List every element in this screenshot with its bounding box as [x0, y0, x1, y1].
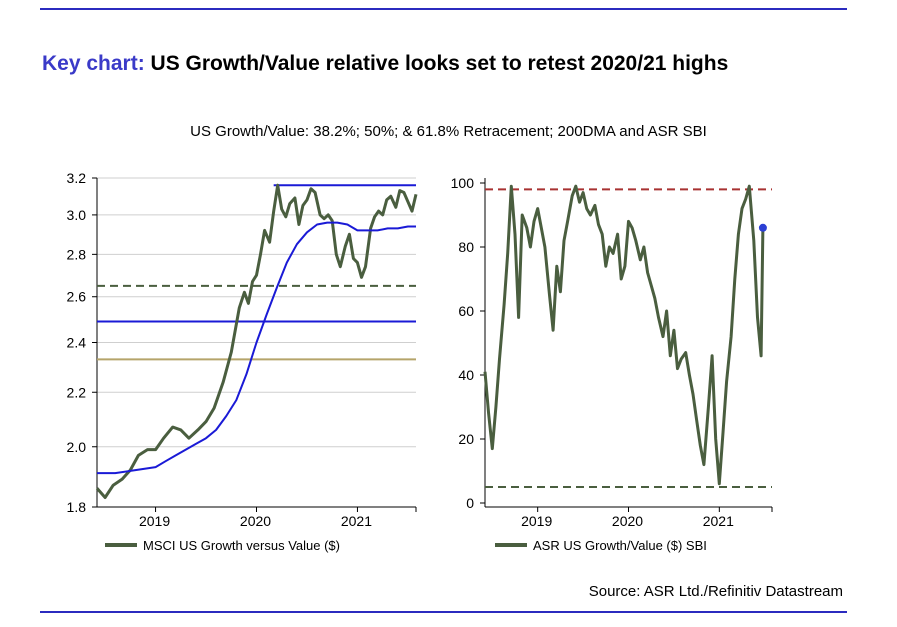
y-tick-label: 2.0 — [67, 439, 87, 455]
page-title: Key chart: US Growth/Value relative look… — [42, 52, 728, 76]
y-tick-label: 1.8 — [67, 499, 87, 515]
y-tick-label: 40 — [458, 367, 474, 383]
y-tick-label: 100 — [451, 175, 475, 191]
x-tick-label: 2021 — [341, 513, 372, 529]
series-line — [483, 184, 765, 486]
y-tick-label: 20 — [458, 431, 474, 447]
source-note: Source: ASR Ltd./Refinitiv Datastream — [588, 583, 843, 600]
y-tick-label: 2.8 — [67, 246, 87, 262]
y-tick-label: 80 — [458, 239, 474, 255]
x-tick-label: 2021 — [703, 513, 734, 529]
y-tick-label: 3.0 — [67, 207, 87, 223]
ma-200-line — [97, 221, 416, 475]
top-rule — [40, 8, 847, 10]
y-tick-label: 2.6 — [67, 289, 87, 305]
bottom-rule — [40, 611, 847, 613]
chart-right: 0 20 40 60 80 100 2019 2020 2021 ASR US Growth/Va… — [451, 175, 773, 553]
x-tick-label: 2020 — [612, 513, 643, 529]
y-tick-label: 2.4 — [67, 335, 87, 351]
x-tick-label: 2019 — [521, 513, 552, 529]
title-prefix: Key chart: — [42, 52, 145, 75]
legend-label-right: ASR US Growth/Value ($) SBI — [533, 538, 707, 553]
x-tick-label: 2019 — [139, 513, 170, 529]
y-tick-label: 2.2 — [67, 384, 87, 400]
last-point-marker — [758, 223, 767, 232]
y-tick-label: 3.2 — [67, 170, 87, 186]
chart-subtitle: US Growth/Value: 38.2%; 50%; & 61.8% Ret… — [190, 123, 707, 140]
y-tick-label: 0 — [466, 495, 474, 511]
series-line — [95, 183, 418, 499]
legend-label-left: MSCI US Growth versus Value ($) — [143, 538, 340, 553]
y-tick-label: 60 — [458, 303, 474, 319]
x-tick-label: 2020 — [240, 513, 271, 529]
chart-left: 1.8 2.0 2.2 2.4 2.6 2.8 3.0 3.2 2019 2020 2021MSCI… — [67, 170, 418, 553]
title-main: US Growth/Value relative looks set to re… — [150, 52, 729, 75]
